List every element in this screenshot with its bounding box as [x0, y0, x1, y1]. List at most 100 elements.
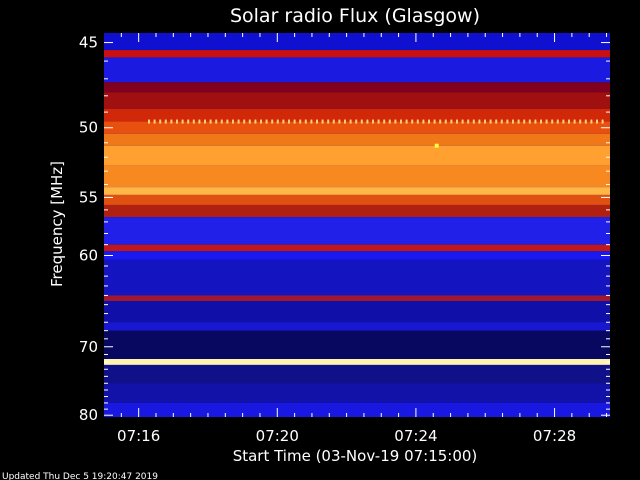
bright-spot — [434, 143, 439, 148]
emission-dot — [461, 119, 464, 124]
y-tick-label: 70 — [79, 338, 98, 356]
emission-dot — [226, 119, 229, 124]
tick-labels: 45 50 55 60 70 80 07:16 07:20 07:24 07:28 — [79, 34, 576, 445]
emission-dot — [159, 119, 162, 124]
emission-dot — [198, 119, 201, 124]
emission-dot — [495, 119, 498, 124]
emission-dot — [467, 119, 470, 124]
frequency-band-17 — [104, 295, 610, 301]
emission-dot — [220, 119, 223, 124]
emission-dot — [411, 119, 414, 124]
frequency-band-10 — [104, 187, 610, 195]
emission-dot — [506, 119, 509, 124]
emission-dot — [299, 119, 302, 124]
chart-title: Solar radio Flux (Glasgow) — [230, 5, 480, 27]
emission-dot — [164, 119, 167, 124]
emission-dot — [282, 119, 285, 124]
emission-dot — [271, 119, 274, 124]
x-axis-label: Start Time (03-Nov-19 07:15:00) — [233, 447, 478, 465]
emission-dot — [293, 119, 296, 124]
frequency-band-22 — [104, 364, 610, 384]
emission-dot — [260, 119, 262, 124]
frequency-band-12 — [104, 204, 610, 218]
emission-dot — [439, 119, 442, 124]
emission-dot — [383, 119, 386, 124]
emission-dot — [489, 119, 492, 124]
frequency-band-16 — [104, 259, 610, 296]
emission-dot — [584, 119, 587, 124]
emission-dot — [265, 119, 268, 124]
emission-dot — [534, 119, 537, 124]
emission-dot — [349, 119, 352, 124]
emission-dot — [540, 119, 542, 124]
x-tick-label: 07:28 — [533, 427, 576, 445]
frequency-band-5 — [104, 108, 610, 122]
frequency-band-24 — [104, 402, 610, 417]
emission-dot — [327, 119, 330, 124]
frequency-band-19 — [104, 322, 610, 331]
emission-dot — [444, 119, 447, 124]
frequency-band-15 — [104, 251, 610, 260]
emission-dot — [148, 119, 150, 124]
plot-area — [104, 33, 610, 417]
emission-dot — [204, 119, 206, 124]
x-tick-label: 07:16 — [117, 427, 160, 445]
emission-dot — [372, 119, 374, 124]
emission-dot — [517, 119, 520, 124]
frequency-band-23 — [104, 383, 610, 403]
emission-dot — [512, 119, 514, 124]
y-tick-label: 45 — [79, 34, 98, 52]
emission-dot — [551, 119, 554, 124]
emission-dot — [187, 119, 190, 124]
y-tick-label: 60 — [79, 247, 98, 265]
frequency-band-8 — [104, 145, 610, 166]
frequency-band-1 — [104, 50, 610, 58]
emission-dot — [355, 119, 358, 124]
frequency-band-4 — [104, 92, 610, 109]
emission-dot — [276, 119, 279, 124]
y-tick-label: 55 — [79, 188, 98, 206]
emission-dot — [456, 119, 458, 124]
emission-dot — [556, 119, 559, 124]
emission-dot — [416, 119, 419, 124]
frequency-band-13 — [104, 217, 610, 245]
emission-dot — [360, 119, 363, 124]
dotted-emission-line — [148, 119, 604, 124]
emission-dot — [579, 119, 582, 124]
emission-dot — [405, 119, 408, 124]
frequency-band-11 — [104, 194, 610, 205]
emission-dot — [209, 119, 212, 124]
emission-dot — [500, 119, 503, 124]
emission-dot — [170, 119, 173, 124]
frequency-band-9 — [104, 165, 610, 188]
emission-dot — [288, 119, 290, 124]
emission-dot — [523, 119, 526, 124]
emission-dot — [478, 119, 481, 124]
emission-dot — [484, 119, 486, 124]
frequency-band-21 — [104, 359, 610, 365]
emission-dot — [428, 119, 430, 124]
emission-dot — [316, 119, 318, 124]
frequency-band-7 — [104, 133, 610, 146]
emission-dot — [377, 119, 380, 124]
frequency-band-14 — [104, 244, 610, 252]
tick-marks — [104, 33, 610, 417]
y-tick-label: 50 — [79, 119, 98, 137]
frequency-band-6 — [104, 121, 610, 134]
emission-dot — [321, 119, 324, 124]
frequency-band-0 — [104, 33, 610, 51]
emission-dot — [568, 119, 570, 124]
emission-dot — [254, 119, 257, 124]
emission-dot — [192, 119, 195, 124]
y-tick-label: 80 — [79, 406, 98, 424]
updated-timestamp: Updated Thu Dec 5 19:20:47 2019 — [2, 472, 158, 480]
emission-dot — [596, 119, 598, 124]
emission-dot — [601, 119, 604, 124]
frequency-band-2 — [104, 57, 610, 83]
emission-dot — [176, 119, 178, 124]
emission-dot — [422, 119, 425, 124]
emission-dot — [394, 119, 397, 124]
emission-dot — [450, 119, 453, 124]
